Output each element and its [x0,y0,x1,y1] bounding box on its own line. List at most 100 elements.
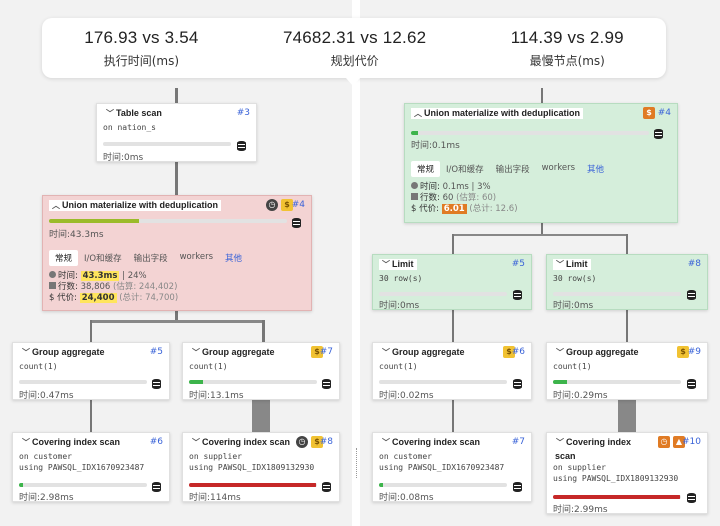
chevron-down-icon[interactable]: ﹀ [22,348,30,357]
tab-general[interactable]: 常规 [49,250,79,266]
node-id[interactable]: #7 [511,437,525,447]
node-id[interactable]: #8 [319,437,333,447]
database-icon[interactable] [292,218,301,228]
node-time: 时间:0ms [553,301,594,311]
tab-io-cache[interactable]: I/O和缓存 [84,254,122,264]
chevron-down-icon[interactable]: ﹀ [556,260,564,269]
node-detail-index: using PAWSQL_IDX1809132930 [189,463,315,472]
dollar-icon: $ [49,293,58,303]
node-detail: on supplier [553,463,606,472]
chevron-down-icon[interactable]: ﹀ [192,438,200,447]
tab-other[interactable]: 其他 [587,165,605,175]
plan-cost-metric: 74682.31 vs 12.62 规划代价 [283,28,426,69]
node-title[interactable]: ﹀ Covering index scan [379,437,484,448]
plan-node-group-aggregate[interactable]: ﹀ Group aggregate $ #6 count(1) 时间:0.02ms [372,342,532,401]
node-title[interactable]: ﹀ Group aggregate [553,347,642,358]
plan-node-covering-index-scan[interactable]: ﹀ Covering index scan ◷ $ #8 on supplier u… [182,432,340,503]
node-id[interactable]: #4 [291,200,305,210]
node-title[interactable]: ﹀ Group aggregate [19,347,108,358]
pane-divider[interactable] [352,0,360,526]
node-stats: 时间: 43.3ms | 24% 行数: 38,806 (估算: 244,402… [49,271,179,303]
tab-workers[interactable]: workers [541,163,576,173]
node-id[interactable]: #7 [319,347,333,357]
node-title[interactable]: ﹀ Limit [553,259,591,270]
node-title[interactable]: ﹀ Limit [379,259,417,270]
tab-other[interactable]: 其他 [225,254,243,264]
chevron-up-icon[interactable]: ︿ [52,201,60,210]
node-id[interactable]: #6 [149,437,163,447]
node-title-continued: scan [555,451,576,461]
database-icon[interactable] [322,482,331,492]
plan-node-covering-index-scan[interactable]: ﹀ Covering index scan #7 on customer using… [372,432,532,503]
node-detail-index: using PAWSQL_IDX1670923487 [379,463,505,472]
chevron-down-icon[interactable]: ﹀ [382,438,390,447]
divider-grip[interactable] [356,448,358,478]
chevron-down-icon[interactable]: ﹀ [556,438,564,447]
database-icon[interactable] [152,379,161,389]
node-id[interactable]: #9 [687,347,701,357]
node-time: 时间:0.1ms [411,141,460,151]
node-title[interactable]: ︿ Union materialize with deduplication [49,200,222,211]
metric-label: 最慢节点(ms) [529,53,605,68]
plan-node-covering-index-scan[interactable]: ﹀ Covering index scan #6 on customer using… [12,432,170,503]
plan-node-table-scan[interactable]: ﹀ Table scan #3 on nation_s 时间:0ms [96,103,257,163]
chevron-up-icon[interactable]: ︿ [414,109,422,118]
plan-node-group-aggregate[interactable]: ﹀ Group aggregate $ #9 count(1) 时间:0.29ms [546,342,708,401]
node-id[interactable]: #10 [682,437,701,447]
tab-io-cache[interactable]: I/O和缓存 [446,165,484,175]
node-title[interactable]: ﹀ Group aggregate [379,347,468,358]
plan-node-group-aggregate[interactable]: ﹀ Group aggregate #5 count(1) 时间:0.47ms [12,342,170,401]
database-icon[interactable] [513,379,522,389]
chevron-down-icon[interactable]: ﹀ [22,438,30,447]
tab-general[interactable]: 常规 [411,161,441,177]
tab-workers[interactable]: workers [179,252,214,262]
database-icon[interactable] [152,482,161,492]
chevron-down-icon[interactable]: ﹀ [382,260,390,269]
chevron-down-icon[interactable]: ﹀ [556,348,564,357]
database-icon[interactable] [513,290,522,300]
node-id[interactable]: #4 [657,108,671,118]
node-tabs: 常规 I/O和缓存 输出字段 workers 其他 [49,250,248,266]
node-title[interactable]: ﹀ Table scan [103,108,165,119]
node-id[interactable]: #5 [149,347,163,357]
database-icon[interactable] [513,482,522,492]
dollar-icon: $ [503,346,515,358]
node-id[interactable]: #8 [687,259,701,269]
chevron-down-icon[interactable]: ﹀ [192,348,200,357]
node-id[interactable]: #5 [511,259,525,269]
node-title[interactable]: ︿ Union materialize with deduplication [411,108,584,119]
database-icon[interactable] [654,129,663,139]
tab-output-fields[interactable]: 输出字段 [495,165,530,175]
node-id[interactable]: #6 [511,347,525,357]
plan-node-covering-index-scan[interactable]: ﹀ Covering index ◷ ▲ #10 scan on supplier … [546,432,708,515]
node-time: 时间:0.47ms [19,391,74,401]
node-title[interactable]: ﹀ Covering index scan [189,437,294,448]
database-icon[interactable] [687,493,696,503]
stat-rows-value: 60 [442,193,454,203]
node-time: 时间:114ms [189,493,241,503]
node-stats: 时间: 0.1ms | 3% 行数: 60 (估算: 60) $ 代价: 6.0… [411,182,518,214]
rows-icon [49,282,56,289]
progress-bar [103,142,231,146]
chevron-down-icon[interactable]: ﹀ [106,109,114,118]
node-detail: on nation_s [103,123,156,132]
database-icon[interactable] [687,379,696,389]
tab-output-fields[interactable]: 输出字段 [133,254,168,264]
database-icon[interactable] [687,290,696,300]
node-title[interactable]: ﹀ Covering index [553,437,635,448]
node-id[interactable]: #3 [236,108,250,118]
chevron-down-icon[interactable]: ﹀ [382,348,390,357]
dollar-icon: $ [411,204,420,214]
plan-node-group-aggregate[interactable]: ﹀ Group aggregate $ #7 count(1) 时间:13.1ms [182,342,340,401]
plan-node-union[interactable]: ︿ Union materialize with deduplication $ … [404,103,678,223]
database-icon[interactable] [237,141,246,151]
node-title[interactable]: ﹀ Group aggregate [189,347,278,358]
plan-node-limit[interactable]: ﹀ Limit #8 30 row(s) 时间:0ms [546,254,708,311]
plan-node-limit[interactable]: ﹀ Limit #5 30 row(s) 时间:0ms [372,254,532,311]
node-detail: count(1) [553,362,592,371]
node-time: 时间:43.3ms [49,230,104,240]
metric-value: 114.39 vs 2.99 [510,27,624,47]
plan-node-union[interactable]: ︿ Union materialize with deduplication ◷ $… [42,195,312,311]
node-title[interactable]: ﹀ Covering index scan [19,437,124,448]
database-icon[interactable] [322,379,331,389]
